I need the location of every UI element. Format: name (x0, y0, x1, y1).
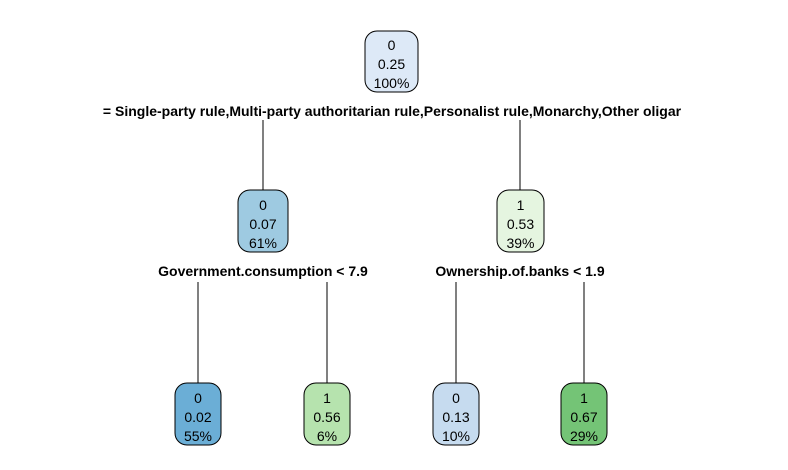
tree-leaf-3: 0 0.13 10% (432, 382, 480, 446)
tree-leaf-2: 1 0.56 6% (303, 382, 351, 446)
node-box (303, 382, 351, 446)
node-probability: 0.56 (313, 409, 340, 425)
node-class: 1 (580, 390, 588, 406)
node-percent: 61% (249, 235, 277, 251)
node-probability: 0.02 (184, 409, 211, 425)
node-class: 1 (323, 390, 331, 406)
node-percent: 55% (184, 428, 212, 444)
split-label-root: = Single-party rule,Multi-party authorit… (103, 103, 682, 119)
node-probability: 0.53 (507, 216, 534, 232)
node-class: 0 (388, 37, 396, 53)
node-box (237, 189, 289, 253)
tree-leaf-1: 0 0.02 55% (174, 382, 222, 446)
node-box (364, 30, 419, 93)
node-class: 0 (194, 390, 202, 406)
node-probability: 0.67 (570, 409, 597, 425)
node-box (560, 382, 608, 446)
tree-node-root: 0 0.25 100% (364, 30, 419, 93)
node-probability: 0.13 (442, 409, 469, 425)
node-box (496, 189, 545, 253)
node-probability: 0.07 (249, 216, 276, 232)
node-class: 0 (452, 390, 460, 406)
tree-leaf-4: 1 0.67 29% (560, 382, 608, 446)
node-class: 0 (259, 197, 267, 213)
split-label-right: Ownership.of.banks < 1.9 (435, 263, 604, 279)
tree-node-left: 0 0.07 61% (237, 189, 289, 253)
node-percent: 29% (570, 428, 598, 444)
split-label-left: Government.consumption < 7.9 (158, 263, 368, 279)
node-probability: 0.25 (378, 56, 405, 72)
tree-node-right: 1 0.53 39% (496, 189, 545, 253)
node-percent: 100% (374, 75, 410, 91)
node-percent: 10% (442, 428, 470, 444)
node-percent: 39% (506, 235, 534, 251)
node-percent: 6% (317, 428, 337, 444)
node-box (432, 382, 480, 446)
node-box (174, 382, 222, 446)
node-class: 1 (517, 197, 525, 213)
